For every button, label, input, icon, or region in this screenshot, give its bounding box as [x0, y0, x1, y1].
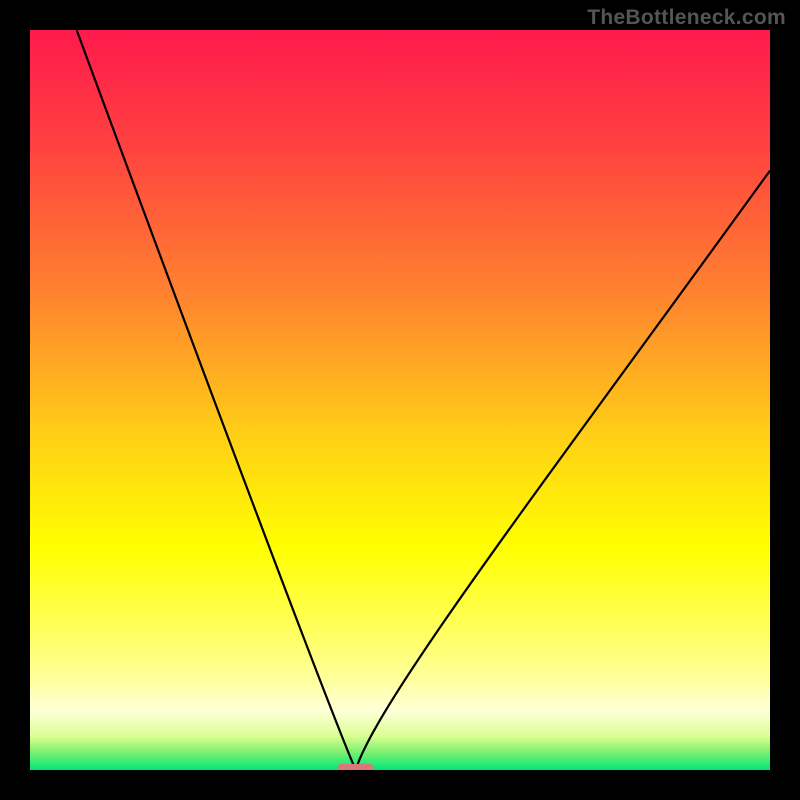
watermark-text: TheBottleneck.com: [587, 6, 786, 30]
chart-stage: TheBottleneck.com: [0, 0, 800, 800]
plot-background-gradient: [30, 30, 770, 770]
chart-svg: [0, 0, 800, 800]
